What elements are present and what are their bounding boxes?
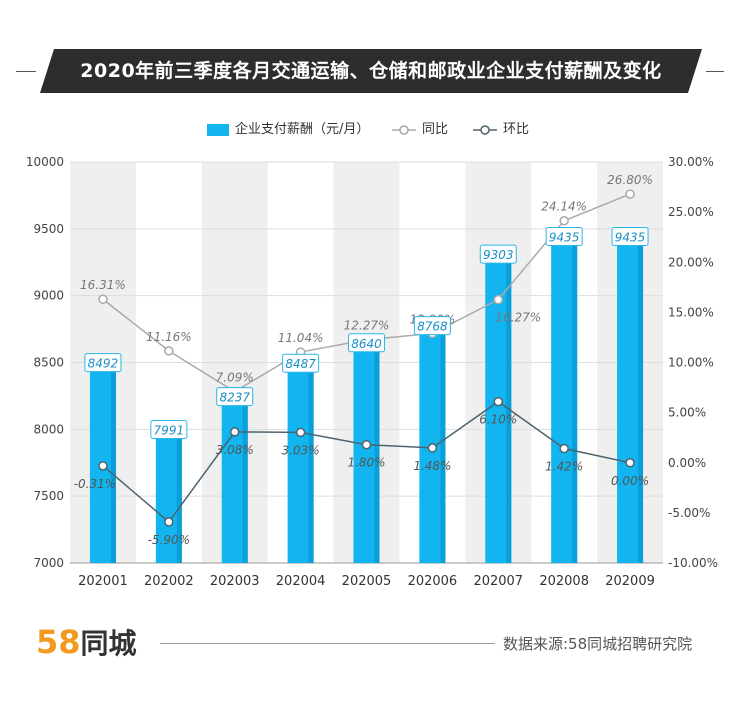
salary-data-label: 9435 — [615, 231, 646, 245]
salary-bar-shade — [440, 326, 446, 563]
footer-divider — [160, 643, 495, 644]
y-right-tick-label: -5.00% — [668, 506, 710, 520]
salary-label-box — [84, 353, 122, 373]
y-right-tick-label: 5.00% — [668, 406, 706, 420]
title-banner — [40, 49, 702, 93]
mom-data-label: -5.90% — [148, 533, 190, 547]
yoy-data-label: 7.09% — [216, 371, 254, 385]
mom-data-label: 1.48% — [413, 459, 451, 473]
mom-data-label: 0.00% — [611, 474, 649, 488]
x-tick-label: 202002 — [144, 574, 194, 589]
x-tick-label: 202006 — [408, 574, 458, 589]
yoy-data-label: 11.04% — [278, 331, 324, 345]
mom-point — [493, 396, 504, 407]
x-tick-label: 202003 — [210, 574, 260, 589]
yoy-data-label: 12.27% — [344, 319, 390, 333]
logo-number: 58 — [36, 623, 81, 661]
mom-point — [98, 461, 108, 471]
mom-data-label: 3.08% — [216, 443, 254, 457]
mom-point — [361, 439, 372, 450]
yoy-point — [493, 294, 504, 305]
mom-point — [164, 517, 174, 527]
yoy-data-label: 24.14% — [541, 200, 587, 214]
salary-data-label: 8492 — [88, 357, 119, 371]
yoy-data-label: 16.31% — [80, 278, 126, 292]
yoy-point — [625, 189, 635, 199]
legend: 企业支付薪酬（元/月） 同比 环比 — [0, 120, 740, 140]
salary-bar-shade — [110, 363, 116, 563]
mom-point — [559, 443, 569, 454]
salary-label-box — [216, 387, 254, 407]
title-rule-left — [16, 71, 36, 72]
y-right-tick-label: 0.00% — [668, 456, 706, 470]
salary-data-label: 9303 — [483, 248, 514, 262]
yoy-data-label: 26.80% — [607, 173, 653, 187]
y-left-tick-label: 8000 — [33, 422, 64, 436]
data-source: 数据来源:58同城招聘研究院 — [503, 635, 693, 653]
legend-yoy-marker — [392, 125, 416, 135]
salary-bar-shade — [242, 397, 248, 563]
yoy-data-label: 16.27% — [495, 311, 541, 325]
salary-data-label: 8487 — [285, 357, 316, 371]
salary-bar-shade — [374, 343, 380, 563]
salary-bar-shade — [308, 364, 314, 563]
legend-bar-swatch — [207, 124, 229, 136]
chart-title: 2020年前三季度各月交通运输、仓储和邮政业企业支付薪酬及变化 — [80, 60, 662, 82]
y-right-tick-label: 20.00% — [668, 255, 714, 269]
yoy-point — [98, 294, 108, 304]
y-left-tick-label: 9000 — [33, 289, 64, 303]
y-right-tick-label: 25.00% — [668, 205, 714, 219]
y-left-tick-label: 7000 — [33, 556, 64, 570]
x-tick-label: 202004 — [276, 574, 326, 589]
salary-bar-shade — [176, 430, 182, 563]
legend-label-mom: 环比 — [503, 122, 530, 137]
yoy-point — [164, 346, 174, 356]
salary-label-box — [413, 316, 451, 336]
y-left-tick-label: 8500 — [33, 356, 64, 370]
y-right-tick-label: 10.00% — [668, 356, 714, 370]
mom-data-label: 6.10% — [479, 413, 517, 427]
yoy-data-label: 11.16% — [146, 330, 192, 344]
y-left-tick-label: 9500 — [33, 222, 64, 236]
salary-label-box — [611, 227, 649, 247]
salary-data-label: 9435 — [549, 231, 580, 245]
y-left-tick-label: 7500 — [33, 489, 64, 503]
title-rule-right — [706, 71, 724, 72]
y-right-tick-label: 15.00% — [668, 305, 714, 319]
salary-label-box — [348, 333, 385, 353]
y-left-tick-label: 10000 — [26, 155, 64, 169]
legend-label-salary: 企业支付薪酬（元/月） — [235, 122, 370, 137]
mom-point — [625, 458, 635, 468]
mom-point — [427, 443, 438, 453]
x-tick-label: 202005 — [342, 574, 392, 589]
logo-text: 同城 — [80, 627, 137, 660]
salary-bar-shade — [638, 237, 644, 563]
logo: 58同城 — [36, 622, 137, 662]
x-tick-label: 202008 — [539, 574, 589, 589]
legend-mom-marker — [473, 125, 497, 135]
mom-point — [295, 427, 306, 438]
salary-label-box — [479, 244, 517, 264]
x-tick-label: 202009 — [605, 574, 655, 589]
salary-label-box — [282, 353, 320, 373]
x-tick-label: 202001 — [78, 574, 128, 589]
salary-bar-shade — [572, 237, 578, 563]
salary-data-label: 8237 — [219, 391, 250, 405]
salary-data-label: 8640 — [351, 337, 382, 351]
y-right-tick-label: -10.00% — [668, 556, 718, 570]
salary-data-label: 8768 — [417, 320, 448, 334]
y-right-tick-label: 30.00% — [668, 155, 714, 169]
mom-data-label: 1.42% — [545, 460, 583, 474]
salary-label-box — [545, 227, 583, 247]
salary-data-label: 7991 — [154, 424, 185, 438]
yoy-point — [559, 215, 569, 226]
mom-data-label: 1.80% — [347, 456, 385, 470]
salary-label-box — [150, 420, 188, 440]
mom-data-label: 3.03% — [282, 443, 320, 457]
mom-point — [229, 427, 240, 437]
x-tick-label: 202007 — [473, 574, 523, 589]
legend-label-yoy: 同比 — [422, 122, 449, 137]
mom-data-label: -0.31% — [74, 477, 116, 491]
